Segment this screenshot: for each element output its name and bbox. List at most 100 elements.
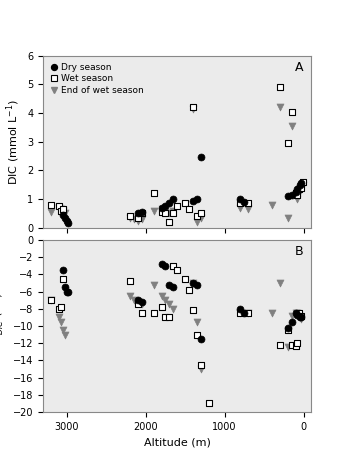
Point	[296, 185, 302, 193]
Point	[63, 331, 68, 338]
Point	[293, 309, 298, 317]
Point	[246, 200, 251, 207]
Point	[58, 206, 63, 213]
Point	[167, 313, 172, 321]
Point	[171, 207, 176, 214]
Point	[48, 296, 54, 304]
Point	[159, 206, 164, 213]
Point	[285, 344, 291, 351]
Point	[151, 309, 156, 317]
Point	[190, 105, 196, 113]
Point	[56, 204, 62, 212]
Point	[242, 198, 247, 206]
Point	[294, 191, 300, 199]
Point	[66, 219, 71, 226]
Point	[238, 195, 243, 203]
Point	[269, 309, 275, 317]
Point	[163, 210, 168, 217]
Point	[277, 104, 283, 111]
Point	[159, 260, 164, 268]
Point	[246, 206, 251, 213]
Point	[48, 296, 54, 304]
Point	[238, 309, 243, 317]
Point	[135, 214, 141, 221]
Point	[190, 197, 196, 204]
Point	[298, 315, 304, 323]
Point	[163, 296, 168, 304]
Point	[246, 309, 251, 317]
X-axis label: Altitude (m): Altitude (m)	[144, 438, 211, 447]
Point	[171, 262, 176, 269]
Point	[56, 202, 62, 210]
Point	[277, 83, 283, 91]
Point	[285, 193, 291, 200]
Point	[139, 215, 145, 223]
Point	[194, 318, 200, 325]
Point	[294, 339, 300, 347]
Point	[194, 219, 200, 226]
Point	[298, 313, 304, 321]
Point	[289, 312, 294, 319]
Point	[159, 208, 164, 216]
Point	[58, 207, 63, 214]
Point	[174, 202, 180, 210]
Point	[293, 342, 298, 350]
Point	[190, 279, 196, 287]
Point	[163, 202, 168, 210]
Point	[296, 309, 302, 317]
Point	[289, 108, 294, 115]
Y-axis label: DIC (mmol L$^{-1}$): DIC (mmol L$^{-1}$)	[4, 99, 22, 185]
Point	[297, 313, 302, 321]
Point	[194, 195, 200, 203]
Point	[139, 301, 145, 308]
Point	[300, 178, 306, 186]
Point	[131, 296, 137, 304]
Point	[127, 214, 133, 221]
Point	[289, 341, 294, 349]
Point	[60, 211, 66, 219]
Point	[139, 210, 145, 217]
Point	[298, 184, 304, 191]
Point	[294, 185, 300, 193]
Point	[194, 281, 200, 288]
Point	[293, 190, 298, 197]
Point	[159, 303, 164, 311]
Point	[60, 207, 66, 214]
Point	[238, 305, 243, 313]
Point	[127, 292, 133, 300]
Point	[198, 361, 204, 369]
Point	[198, 335, 204, 343]
Point	[167, 281, 172, 288]
Point	[171, 305, 176, 313]
Point	[174, 266, 180, 274]
Point	[296, 190, 302, 197]
Point	[163, 313, 168, 321]
Point	[163, 262, 168, 269]
Point	[238, 309, 243, 317]
Point	[60, 326, 66, 334]
Point	[48, 208, 54, 216]
Point	[242, 309, 247, 317]
Point	[56, 313, 62, 321]
Point	[56, 305, 62, 313]
Point	[163, 208, 168, 216]
Point	[300, 181, 306, 188]
Point	[190, 307, 196, 314]
Point	[238, 204, 243, 212]
Point	[293, 188, 298, 195]
Point	[285, 326, 291, 334]
Point	[63, 214, 68, 221]
Point	[198, 154, 204, 161]
Point	[171, 210, 176, 217]
Point	[297, 181, 302, 188]
Point	[167, 219, 172, 226]
Point	[194, 213, 200, 220]
Point	[151, 207, 156, 214]
Point	[48, 201, 54, 208]
Point	[60, 266, 66, 274]
Point	[171, 283, 176, 291]
Point	[277, 279, 283, 287]
Point	[151, 190, 156, 197]
Point	[159, 204, 164, 212]
Point	[167, 210, 172, 217]
